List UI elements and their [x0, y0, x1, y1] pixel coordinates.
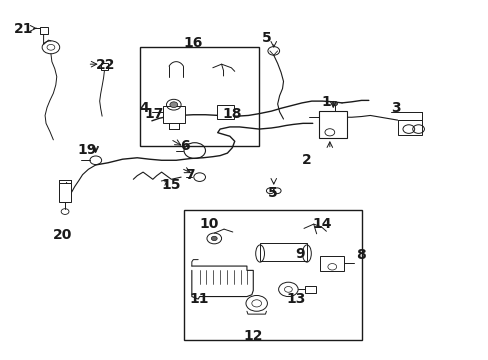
Text: 16: 16 — [183, 36, 203, 50]
Text: 10: 10 — [199, 217, 219, 231]
Bar — [397, 120, 421, 135]
Text: 3: 3 — [390, 101, 400, 115]
Circle shape — [211, 236, 217, 240]
Text: 19: 19 — [78, 143, 97, 157]
Text: 21: 21 — [14, 22, 34, 36]
Text: 14: 14 — [312, 217, 331, 231]
Text: 11: 11 — [189, 292, 209, 306]
Text: 5: 5 — [267, 185, 277, 199]
Bar — [183, 211, 361, 339]
Circle shape — [331, 102, 337, 106]
Text: 8: 8 — [355, 248, 365, 262]
Bar — [101, 63, 108, 69]
Bar — [40, 27, 47, 34]
Text: 7: 7 — [184, 168, 194, 182]
Text: 5: 5 — [261, 31, 271, 45]
Text: 2: 2 — [302, 153, 311, 167]
Text: 17: 17 — [144, 107, 163, 121]
Text: 15: 15 — [161, 178, 181, 192]
Bar — [260, 243, 306, 261]
Bar — [140, 47, 259, 146]
Text: 20: 20 — [53, 228, 73, 242]
Text: 4: 4 — [140, 101, 149, 115]
Text: 13: 13 — [285, 292, 305, 306]
Bar — [163, 107, 184, 123]
Text: 6: 6 — [180, 139, 189, 153]
Bar — [59, 183, 71, 202]
Text: 18: 18 — [222, 107, 242, 121]
Bar — [318, 111, 346, 138]
Circle shape — [169, 102, 177, 108]
Bar — [216, 105, 233, 119]
Text: 22: 22 — [96, 58, 115, 72]
Bar — [320, 256, 344, 271]
Text: 9: 9 — [295, 247, 305, 261]
Text: 12: 12 — [243, 329, 263, 343]
Bar — [305, 286, 316, 293]
Text: 1: 1 — [321, 95, 330, 109]
